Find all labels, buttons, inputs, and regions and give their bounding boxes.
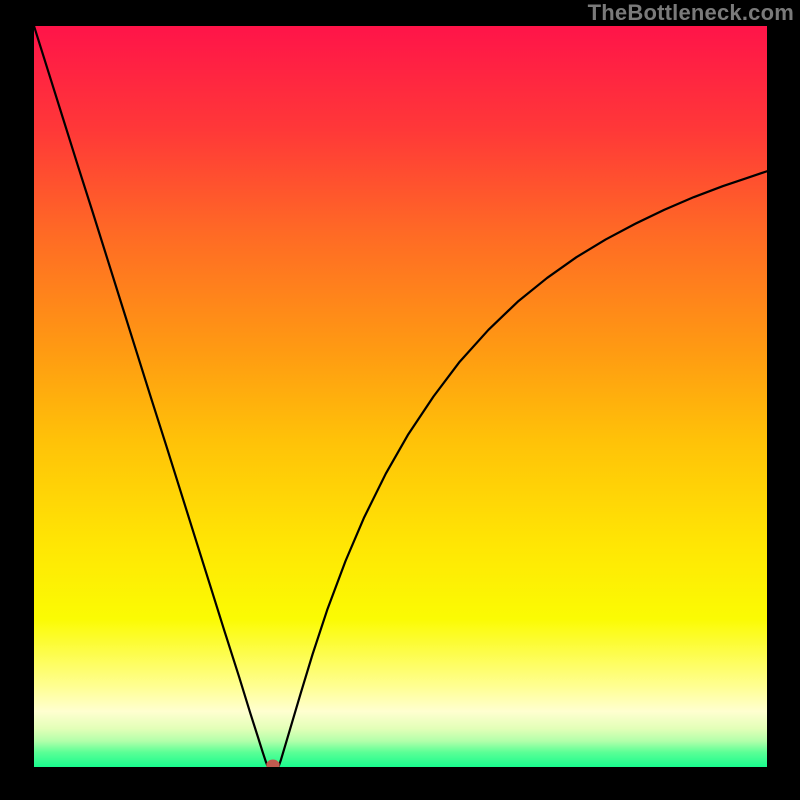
plot-area	[34, 26, 767, 767]
chart-root: TheBottleneck.com	[0, 0, 800, 800]
plot-background	[34, 26, 767, 767]
watermark-text: TheBottleneck.com	[588, 0, 794, 26]
optimal-point-marker	[267, 760, 279, 767]
bottleneck-curve-chart	[34, 26, 767, 767]
